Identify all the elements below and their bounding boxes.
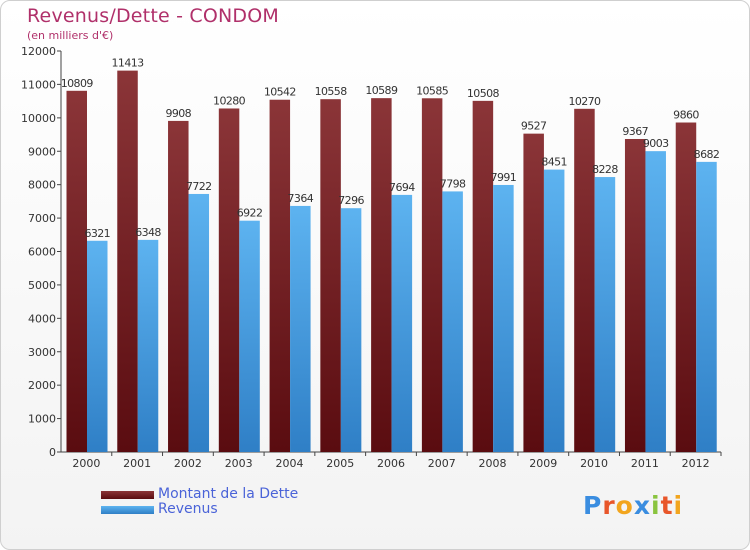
proxiti-logo: Proxiti — [583, 491, 683, 520]
y-tick-label: 12000 — [21, 45, 56, 58]
y-tick-label: 9000 — [28, 145, 56, 158]
logo-letter: o — [615, 491, 634, 520]
legend-label-dette: Montant de la Dette — [158, 486, 299, 502]
data-label: 8682 — [694, 148, 720, 161]
bar-dette — [624, 138, 646, 452]
x-tick-label: 2001 — [123, 457, 151, 470]
data-label: 6922 — [237, 207, 263, 220]
x-tick-label: 2008 — [479, 457, 507, 470]
data-label: 10809 — [61, 77, 94, 90]
data-label: 8228 — [592, 163, 618, 176]
chart-title: Revenus/Dette - CONDOM — [27, 5, 280, 27]
bar-revenus — [645, 151, 666, 452]
data-label: 10585 — [416, 84, 449, 97]
x-tick-label: 2002 — [174, 457, 202, 470]
bar-revenus — [696, 161, 717, 452]
data-label: 10589 — [365, 84, 398, 97]
bar-revenus — [87, 240, 108, 452]
data-label: 7991 — [491, 171, 517, 184]
bar-dette — [117, 70, 138, 452]
legend-swatch-dette — [101, 490, 154, 499]
data-label: 7722 — [186, 180, 212, 193]
bar-revenus — [442, 191, 463, 452]
data-label: 9527 — [521, 120, 547, 133]
bar-dette — [574, 108, 595, 452]
y-tick-label: 11000 — [21, 78, 56, 91]
x-tick-label: 2006 — [377, 457, 405, 470]
y-tick-label: 3000 — [28, 346, 56, 359]
bar-dette — [421, 98, 443, 453]
bar-revenus — [493, 184, 514, 453]
logo-letter: r — [602, 491, 616, 520]
data-label: 6348 — [135, 226, 161, 239]
bar-revenus — [239, 220, 260, 452]
bar-dette — [472, 100, 494, 452]
data-label: 7364 — [288, 192, 314, 205]
bar-revenus — [543, 169, 565, 452]
y-tick-label: 6000 — [28, 246, 56, 259]
bar-dette — [66, 90, 87, 452]
x-tick-label: 2005 — [326, 457, 354, 470]
x-tick-label: 2011 — [631, 457, 659, 470]
x-tick-label: 2012 — [682, 457, 710, 470]
y-tick-label: 0 — [49, 446, 56, 459]
data-label: 6321 — [84, 227, 110, 240]
y-tick-label: 1000 — [28, 413, 56, 426]
y-tick-label: 7000 — [28, 212, 56, 225]
data-label: 7296 — [338, 194, 364, 207]
bar-dette — [269, 99, 291, 452]
legend-label-revenus: Revenus — [158, 501, 218, 517]
data-label: 11413 — [112, 57, 145, 70]
data-label: 9367 — [622, 125, 648, 138]
legend-item-revenus: Revenus — [101, 502, 298, 517]
logo-letter: i — [651, 491, 661, 520]
x-tick-label: 2007 — [428, 457, 456, 470]
legend-swatch-revenus — [101, 505, 154, 514]
x-tick-label: 2000 — [72, 457, 100, 470]
y-tick-label: 10000 — [21, 112, 56, 125]
data-label: 9908 — [165, 107, 191, 120]
data-label: 8451 — [541, 156, 567, 169]
x-tick-label: 2004 — [275, 457, 303, 470]
bar-dette — [371, 98, 392, 453]
logo-letter: x — [633, 491, 651, 520]
data-label: 10280 — [213, 94, 246, 107]
y-tick-label: 4000 — [28, 312, 56, 325]
y-tick-label: 2000 — [28, 379, 56, 392]
data-label: 10542 — [264, 86, 296, 99]
bar-revenus — [594, 177, 616, 452]
bar-revenus — [340, 208, 362, 452]
y-tick-label: 8000 — [28, 179, 56, 192]
data-label: 7798 — [440, 177, 466, 190]
bar-dette — [523, 133, 544, 453]
bar-dette — [218, 108, 240, 452]
data-label: 9860 — [673, 109, 699, 122]
bar-dette — [675, 122, 697, 453]
data-label: 10270 — [568, 95, 601, 108]
data-label: 10558 — [315, 85, 348, 98]
x-tick-label: 2003 — [225, 457, 253, 470]
logo-letter: t — [660, 491, 674, 520]
bar-revenus — [137, 239, 159, 452]
data-label: 10508 — [467, 87, 500, 100]
bar-dette — [168, 120, 189, 453]
logo-letter: i — [673, 491, 684, 520]
y-tick-label: 5000 — [28, 279, 56, 292]
bar-dette — [320, 99, 341, 453]
data-label: 9003 — [643, 137, 669, 150]
legend: Montant de la Dette Revenus — [101, 487, 298, 517]
x-tick-label: 2009 — [529, 457, 557, 470]
chart-subtitle: (en milliers d'€) — [27, 29, 114, 42]
bar-revenus — [290, 205, 311, 452]
legend-item-dette: Montant de la Dette — [101, 487, 298, 502]
bar-revenus — [188, 193, 210, 453]
bar-revenus — [391, 194, 413, 453]
x-tick-label: 2010 — [580, 457, 608, 470]
data-label: 7694 — [389, 181, 415, 194]
logo-letter: P — [583, 491, 603, 520]
